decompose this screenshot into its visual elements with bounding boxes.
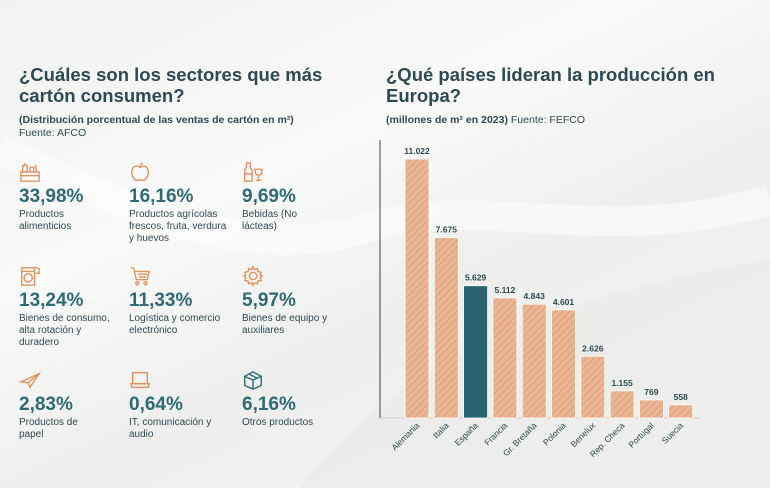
sector-percent: 16,16% — [129, 186, 194, 207]
bar-suecia — [668, 404, 694, 419]
category-label: Suecia — [660, 420, 686, 446]
category-label: Portugal — [626, 420, 656, 450]
bar-value-label: 5.112 — [494, 285, 515, 295]
bar-value-label: 1.155 — [611, 378, 633, 388]
sectors-source: Fuente: AFCO — [19, 127, 87, 139]
bar-rep-checa — [609, 390, 635, 419]
paper-plane-icon — [19, 372, 41, 389]
sector-item: 9,69% Bebidas (No lácteas) — [242, 161, 357, 233]
countries-subtitle: (millones de m² en 2023) Fuente: FEFCO — [386, 114, 746, 127]
bar-value-label: 769 — [644, 387, 658, 397]
bar-value-label: 2.626 — [582, 343, 604, 353]
bar-polonia — [551, 309, 576, 419]
bar-alemania — [404, 158, 430, 419]
sector-percent: 6,16% — [242, 394, 296, 415]
sector-item: 33,98% Productos alimenticios — [19, 161, 134, 233]
bar-portugal — [638, 399, 664, 419]
sector-label: Productos alimenticios — [19, 209, 72, 232]
sector-label: Bienes de consumo, alta rotación y durad… — [19, 313, 110, 348]
washing-machine-icon — [21, 266, 40, 286]
sector-item: 16,16% Productos agrícolas frescos, frut… — [129, 161, 244, 245]
boxes-icon — [244, 370, 262, 390]
bar-value-label: 11.022 — [404, 146, 430, 156]
category-label: Italia — [431, 420, 451, 440]
sector-label: Bebidas (No lácteas) — [242, 209, 298, 232]
sector-label: Logística y comercio electrónico — [129, 313, 221, 336]
sector-percent: 0,64% — [129, 394, 183, 415]
apple-icon — [131, 162, 149, 182]
food-products-icon — [20, 162, 40, 182]
bar-francia — [492, 297, 518, 419]
gear-icon — [242, 265, 264, 287]
sector-item: 0,64% IT, comunicación y audio — [129, 369, 244, 441]
sector-label: Otros productos — [242, 417, 314, 428]
sectors-subtitle-bold: (Distribución porcentual de las ventas d… — [19, 114, 294, 126]
category-label: Alemania — [389, 420, 421, 452]
bottle-glass-icon — [244, 162, 264, 182]
sector-percent: 13,24% — [19, 290, 84, 311]
bar-gr-bretaña — [521, 303, 547, 419]
production-bar-chart: 11.022 Alemania 7.675 Italia 5.629 España 5.11… — [379, 140, 700, 459]
sector-percent: 9,69% — [242, 186, 296, 207]
sector-percent: 2,83% — [19, 394, 73, 415]
bar-value-label: 7.675 — [436, 225, 458, 235]
sector-label: Productos de papel — [19, 417, 78, 440]
sector-percent: 33,98% — [19, 186, 84, 207]
category-label: Francia — [482, 420, 509, 447]
sector-label: Productos agrícolas frescos, fruta, verd… — [129, 209, 227, 244]
sector-percent: 5,97% — [242, 290, 296, 311]
sector-item: 5,97% Bienes de equipo y auxiliares — [242, 265, 357, 337]
bar-value-label: 4.601 — [553, 297, 575, 307]
category-label: Benelux — [568, 420, 597, 449]
sector-item: 11,33% Logística y comercio electrónico — [129, 265, 244, 337]
sectors-subtitle: (Distribución porcentual de las ventas d… — [19, 114, 359, 140]
sector-item: 2,83% Productos de papel — [19, 369, 134, 441]
shopping-cart-icon — [130, 267, 151, 286]
countries-title: ¿Qué países lideran la producción en Eur… — [386, 64, 715, 106]
sectors-title: ¿Cuáles son los sectores que más cartón … — [19, 64, 323, 106]
bar-value-label: 558 — [674, 392, 688, 402]
bar-value-label: 5.629 — [465, 273, 487, 283]
sector-item: 13,24% Bienes de consumo, alta rotación … — [19, 265, 134, 349]
laptop-icon — [129, 371, 151, 389]
countries-source: Fuente: FEFCO — [510, 114, 585, 126]
bar-benelux — [580, 355, 606, 419]
bar-españa — [463, 285, 488, 419]
category-label: España — [453, 420, 481, 448]
bar-value-label: 4.843 — [524, 291, 546, 301]
bar-italia — [433, 237, 459, 419]
sector-percent: 11,33% — [129, 290, 193, 311]
category-label: Polonia — [541, 420, 568, 447]
sector-label: IT, comunicación y audio — [129, 417, 212, 440]
sector-item: 6,16% Otros productos — [242, 369, 357, 429]
sector-label: Bienes de equipo y auxiliares — [242, 313, 328, 336]
countries-subtitle-bold: (millones de m² en 2023) — [386, 114, 508, 126]
